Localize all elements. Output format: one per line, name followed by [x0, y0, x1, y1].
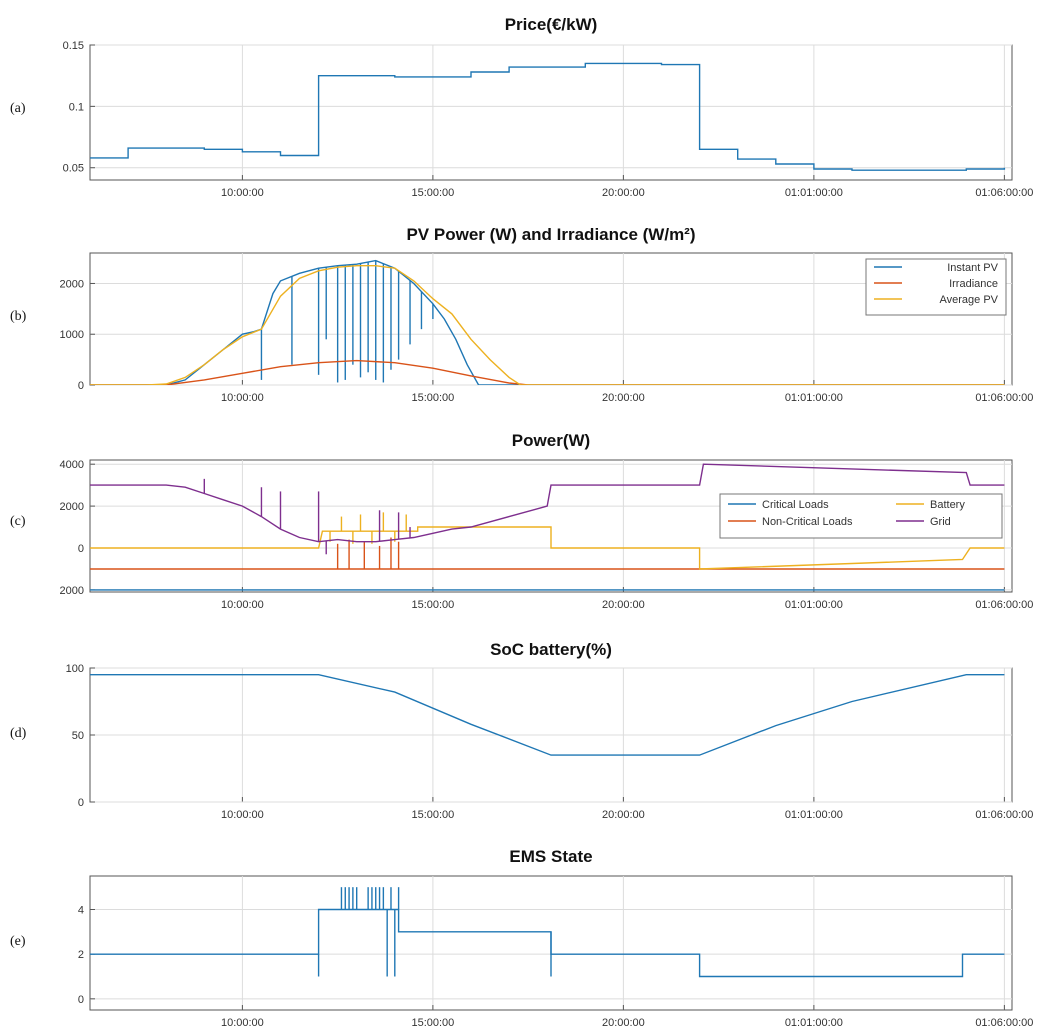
y-tick-label: 2000 [60, 278, 84, 290]
x-tick-label: 01:01:00:00 [785, 187, 843, 199]
panel-b: 10:00:00 15:00:00 20:00:00 01:01:00:00 01:06… [10, 225, 1033, 404]
legend-label: Battery [930, 499, 965, 511]
legend-label: Average PV [939, 294, 998, 306]
y-tick-label: 4000 [60, 459, 84, 471]
x-tick-label: 01:01:00:00 [785, 392, 843, 404]
x-tick-label: 15:00:00 [411, 187, 454, 199]
x-tick-label: 10:00:00 [221, 809, 264, 821]
x-tick-label: 01:01:00:00 [785, 599, 843, 611]
x-tick-label: 01:01:00:00 [785, 1017, 843, 1029]
panel-letter: (a) [10, 101, 26, 116]
y-tick-label: 100 [66, 663, 84, 675]
x-tick-label: 10:00:00 [221, 599, 264, 611]
series-grid [90, 463, 1005, 543]
x-tick-label: 10:00:00 [221, 187, 264, 199]
legend-label: Non-Critical Loads [762, 516, 853, 528]
x-tick-label: 01:06:00:00 [975, 809, 1033, 821]
panel-letter: (d) [10, 726, 27, 741]
x-tick-label: 01:06:00:00 [975, 392, 1033, 404]
chart-title: EMS State [509, 847, 592, 866]
panel-e: 10:00:00 15:00:00 20:00:00 01:01:00:00 01:06… [10, 847, 1033, 1029]
panel-c: 10:00:00 15:00:00 20:00:00 01:01:00:00 01:06… [10, 431, 1033, 611]
y-tick-label: 0.05 [63, 163, 84, 175]
legend-box [865, 258, 1007, 316]
axes-frame [89, 44, 1013, 181]
x-tick-label: 01:06:00:00 [975, 599, 1033, 611]
y-tick-label: 2000 [60, 585, 84, 597]
y-tick-label: 0 [78, 797, 84, 809]
legend-label: Critical Loads [762, 499, 829, 511]
y-tick-label: 0 [78, 994, 84, 1006]
x-tick-label: 20:00:00 [602, 809, 645, 821]
x-tick-label: 15:00:00 [411, 1017, 454, 1029]
x-tick-label: 01:06:00:00 [975, 1017, 1033, 1029]
x-tick-label: 10:00:00 [221, 392, 264, 404]
y-tick-label: 0 [78, 543, 84, 555]
series-irradiance [90, 359, 1005, 385]
panel-a: 10:00:00 15:00:00 20:00:00 01:01:00:00 01:06… [10, 15, 1033, 199]
x-tick-label: 01:06:00:00 [975, 187, 1033, 199]
axes-frame [89, 252, 1013, 386]
series-line [90, 62, 1006, 171]
y-tick-label: 4 [78, 905, 84, 917]
legend-label: Grid [930, 516, 951, 528]
legend-label: Irradiance [949, 278, 998, 290]
chart-title: PV Power (W) and Irradiance (W/m²) [406, 225, 695, 244]
panel-d: 10:00:00 15:00:00 20:00:00 01:01:00:00 01:06… [10, 640, 1033, 821]
chart-title: Price(€/kW) [505, 15, 598, 34]
legend-box [719, 493, 1003, 539]
series-average-pv [90, 265, 1005, 385]
y-tick-label: 1000 [60, 329, 84, 341]
x-tick-label: 01:01:00:00 [785, 809, 843, 821]
series-battery [90, 526, 1005, 570]
y-tick-label: 2 [78, 949, 84, 961]
x-tick-label: 20:00:00 [602, 599, 645, 611]
y-tick-label: 50 [72, 730, 84, 742]
panel-letter: (c) [10, 514, 26, 529]
x-tick-label: 15:00:00 [411, 392, 454, 404]
legend: Critical Loads Battery Non-Critical Loads G… [719, 493, 1003, 539]
y-tick-label: 0.1 [69, 101, 84, 113]
x-tick-label: 15:00:00 [411, 809, 454, 821]
series-line [90, 674, 1005, 756]
panel-letter: (e) [10, 934, 26, 949]
x-tick-label: 20:00:00 [602, 392, 645, 404]
x-tick-label: 20:00:00 [602, 1017, 645, 1029]
y-tick-label: 0 [78, 380, 84, 392]
y-tick-label: 2000 [60, 501, 84, 513]
chart-title: Power(W) [512, 431, 590, 450]
y-tick-label: 0.15 [63, 40, 84, 52]
x-tick-label: 20:00:00 [602, 187, 645, 199]
x-tick-label: 10:00:00 [221, 1017, 264, 1029]
x-tick-label: 15:00:00 [411, 599, 454, 611]
chart-title: SoC battery(%) [490, 640, 612, 659]
panel-letter: (b) [10, 309, 27, 324]
legend: Instant PV Irradiance Average PV [865, 258, 1007, 316]
legend-label: Instant PV [947, 262, 998, 274]
